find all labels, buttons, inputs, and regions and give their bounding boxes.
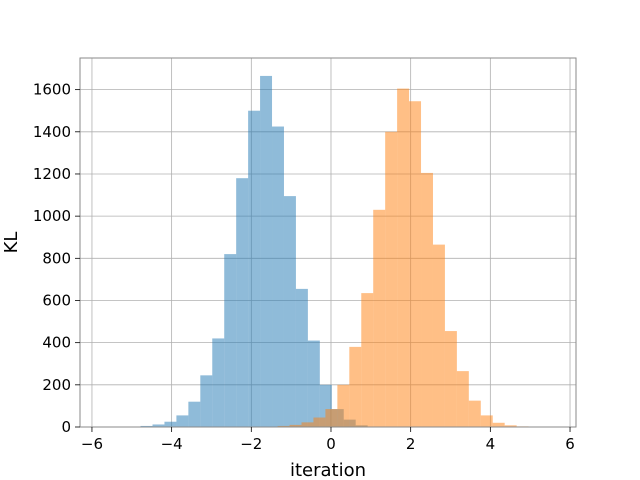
y-tick-label: 200 bbox=[42, 376, 71, 394]
histogram-bar-series-2 bbox=[325, 409, 338, 427]
histogram-bar-series-2 bbox=[373, 209, 386, 427]
histogram-bar-series-2 bbox=[337, 384, 350, 427]
x-tick-label: 0 bbox=[326, 435, 336, 453]
x-axis-title: iteration bbox=[290, 460, 366, 480]
axis-ticks: −6 −4 −2 0 2 4 6 0 200 400 600 800 1000 1200 1400 1600 bbox=[33, 81, 575, 453]
x-tick-label: −4 bbox=[161, 435, 183, 453]
histogram-bar-series-1 bbox=[319, 384, 332, 427]
y-tick-label: 1000 bbox=[33, 207, 71, 225]
histogram-bar-series-1 bbox=[248, 110, 261, 427]
histogram-bar-series-2 bbox=[421, 172, 433, 427]
histogram-bar-series-2 bbox=[432, 244, 445, 427]
y-tick-label: 1200 bbox=[33, 165, 71, 183]
x-tick-label: 2 bbox=[406, 435, 416, 453]
histogram-bar-series-2 bbox=[504, 425, 517, 427]
histogram-bar-series-2 bbox=[468, 400, 481, 427]
x-tick-label: −2 bbox=[240, 435, 262, 453]
y-tick-label: 400 bbox=[42, 334, 71, 352]
histogram-bar-series-2 bbox=[409, 101, 422, 428]
histogram-bar-series-1 bbox=[212, 338, 225, 427]
y-tick-label: 600 bbox=[42, 291, 71, 309]
histogram-bar-series-2 bbox=[301, 422, 314, 427]
histogram-bar-series-2 bbox=[480, 415, 493, 427]
histogram-bar-series-2 bbox=[313, 417, 326, 427]
histogram-bars bbox=[128, 75, 529, 428]
histogram-bar-series-1 bbox=[176, 415, 189, 427]
histogram-bar-series-1 bbox=[200, 375, 213, 427]
histogram-bar-series-1 bbox=[295, 288, 308, 427]
histogram-bar-series-2 bbox=[277, 425, 290, 427]
histogram-bar-series-1 bbox=[140, 425, 153, 427]
histogram-bar-series-1 bbox=[307, 340, 320, 427]
histogram-bar-series-1 bbox=[272, 126, 284, 428]
x-tick-label: 4 bbox=[486, 435, 496, 453]
histogram-bar-series-1 bbox=[188, 401, 201, 427]
y-tick-label: 1600 bbox=[33, 81, 71, 99]
histogram-bar-series-1 bbox=[224, 254, 237, 427]
histogram-bar-series-2 bbox=[289, 424, 302, 427]
histogram-bar-series-2 bbox=[492, 422, 505, 427]
x-tick-label: −6 bbox=[81, 435, 103, 453]
histogram-bar-series-2 bbox=[349, 346, 362, 427]
x-tick-label: 6 bbox=[565, 435, 575, 453]
histogram-bar-series-2 bbox=[397, 88, 410, 428]
histogram-bar-series-1 bbox=[164, 421, 177, 427]
histogram-bar-series-1 bbox=[283, 196, 296, 427]
histogram-bar-series-1 bbox=[260, 75, 273, 428]
histogram-bar-series-2 bbox=[385, 131, 398, 428]
plot-frame bbox=[79, 57, 577, 428]
y-tick-label: 1400 bbox=[33, 123, 71, 141]
y-axis-title: KL bbox=[1, 232, 22, 254]
histogram-bar-series-1 bbox=[236, 178, 249, 427]
histogram-bar-series-2 bbox=[444, 331, 457, 427]
histogram-bar-series-2 bbox=[456, 371, 469, 427]
y-tick-label: 0 bbox=[61, 418, 71, 436]
histogram-bar-series-2 bbox=[361, 293, 374, 427]
y-tick-label: 800 bbox=[42, 249, 71, 267]
histogram-bar-series-1 bbox=[152, 424, 165, 427]
